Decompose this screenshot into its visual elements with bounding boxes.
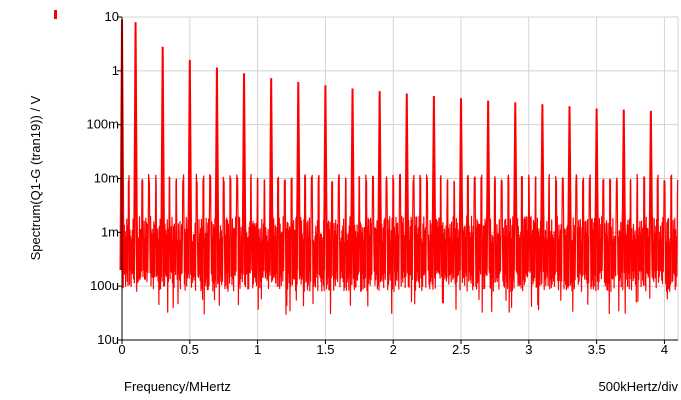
harmonic-peak bbox=[648, 110, 654, 270]
harmonic-peak bbox=[377, 91, 383, 270]
y-tick-label: 10 bbox=[105, 9, 119, 24]
y-tick-label: 1 bbox=[112, 63, 119, 78]
x-tick-label: 3 bbox=[525, 342, 532, 357]
harmonic-peak bbox=[594, 108, 600, 270]
y-axis-label: Spectrum(Q1-G (tran19)) / V bbox=[28, 95, 43, 260]
x-tick-label: 0 bbox=[118, 342, 125, 357]
harmonic-peak bbox=[458, 98, 464, 270]
x-tick-label: 4 bbox=[661, 342, 668, 357]
harmonic-peak bbox=[539, 104, 545, 270]
y-tick-label: 100m bbox=[86, 117, 119, 132]
x-scale-note: 500kHertz/div bbox=[599, 379, 679, 394]
y-tick-label: 1m bbox=[101, 224, 119, 239]
harmonic-peak bbox=[404, 93, 410, 270]
harmonic-peak bbox=[160, 46, 166, 270]
harmonic-peak bbox=[133, 22, 139, 270]
x-tick-label: 2.5 bbox=[452, 342, 470, 357]
series-layer bbox=[119, 19, 679, 315]
y-tick-label: 100u bbox=[90, 278, 119, 293]
harmonic-peak bbox=[512, 102, 518, 270]
legend-swatch bbox=[54, 10, 57, 19]
y-tick-label: 10m bbox=[94, 171, 119, 186]
harmonic-peak bbox=[295, 82, 301, 270]
x-axis-label: Frequency/MHertz bbox=[124, 379, 231, 394]
harmonic-peak bbox=[214, 67, 220, 270]
spectrum-series-line bbox=[121, 173, 679, 315]
x-tick-label: 2 bbox=[390, 342, 397, 357]
x-tick-label: 1 bbox=[254, 342, 261, 357]
harmonic-peak bbox=[187, 59, 193, 270]
harmonic-peak bbox=[322, 85, 328, 270]
harmonic-peak bbox=[268, 78, 274, 270]
harmonic-peak bbox=[241, 73, 247, 270]
y-tick-label: 10u bbox=[97, 332, 119, 347]
harmonic-peak bbox=[567, 106, 573, 270]
harmonic-peak bbox=[350, 88, 356, 270]
x-tick-label: 1.5 bbox=[316, 342, 334, 357]
axes bbox=[117, 16, 678, 344]
harmonic-peak bbox=[621, 109, 627, 270]
x-tick-label: 3.5 bbox=[588, 342, 606, 357]
harmonic-peak bbox=[485, 100, 491, 270]
harmonic-peak bbox=[431, 96, 437, 270]
x-tick-label: 0.5 bbox=[181, 342, 199, 357]
tick-labels: 10u 100u 1m 10m 100m 1 10 0 0.5 1 1.5 2 2.5 3 3.5 4 bbox=[86, 9, 668, 357]
